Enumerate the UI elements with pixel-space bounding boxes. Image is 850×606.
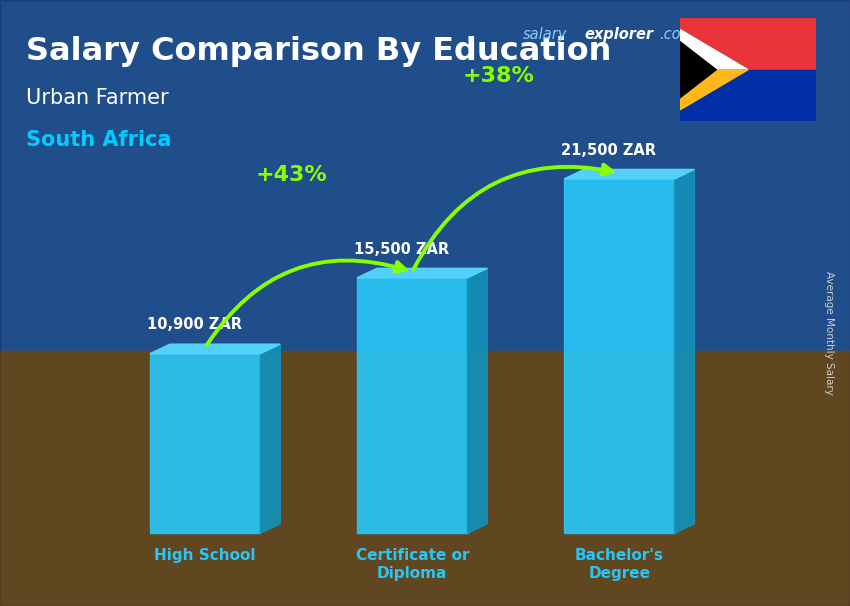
Text: 10,900 ZAR: 10,900 ZAR <box>147 318 241 333</box>
Polygon shape <box>564 170 694 179</box>
Text: 15,500 ZAR: 15,500 ZAR <box>354 242 449 256</box>
Polygon shape <box>357 268 487 278</box>
Polygon shape <box>150 344 280 354</box>
Text: +38%: +38% <box>463 66 535 86</box>
Polygon shape <box>468 268 487 533</box>
Bar <box>0 0 850 351</box>
Text: +43%: +43% <box>256 165 327 185</box>
Text: Urban Farmer: Urban Farmer <box>26 88 168 108</box>
Text: Average Monthly Salary: Average Monthly Salary <box>824 271 834 395</box>
Polygon shape <box>680 40 718 99</box>
Text: .com: .com <box>659 27 694 42</box>
Polygon shape <box>680 70 748 110</box>
Polygon shape <box>680 30 748 110</box>
Bar <box>0 351 850 606</box>
Polygon shape <box>150 354 260 533</box>
Polygon shape <box>357 278 468 533</box>
Text: 21,500 ZAR: 21,500 ZAR <box>561 142 655 158</box>
Text: Salary Comparison By Education: Salary Comparison By Education <box>26 36 611 67</box>
Polygon shape <box>680 30 748 70</box>
Polygon shape <box>675 170 694 533</box>
Polygon shape <box>564 179 675 533</box>
Bar <box>680 70 816 121</box>
Text: High School: High School <box>155 548 256 564</box>
Bar <box>0 0 850 351</box>
Text: Bachelor's
Degree: Bachelor's Degree <box>575 548 664 581</box>
Bar <box>0 351 850 606</box>
Text: salary: salary <box>523 27 567 42</box>
Text: Certificate or
Diploma: Certificate or Diploma <box>355 548 469 581</box>
Text: South Africa: South Africa <box>26 130 171 150</box>
Text: explorer: explorer <box>585 27 654 42</box>
Polygon shape <box>260 344 281 533</box>
Bar <box>680 18 816 70</box>
